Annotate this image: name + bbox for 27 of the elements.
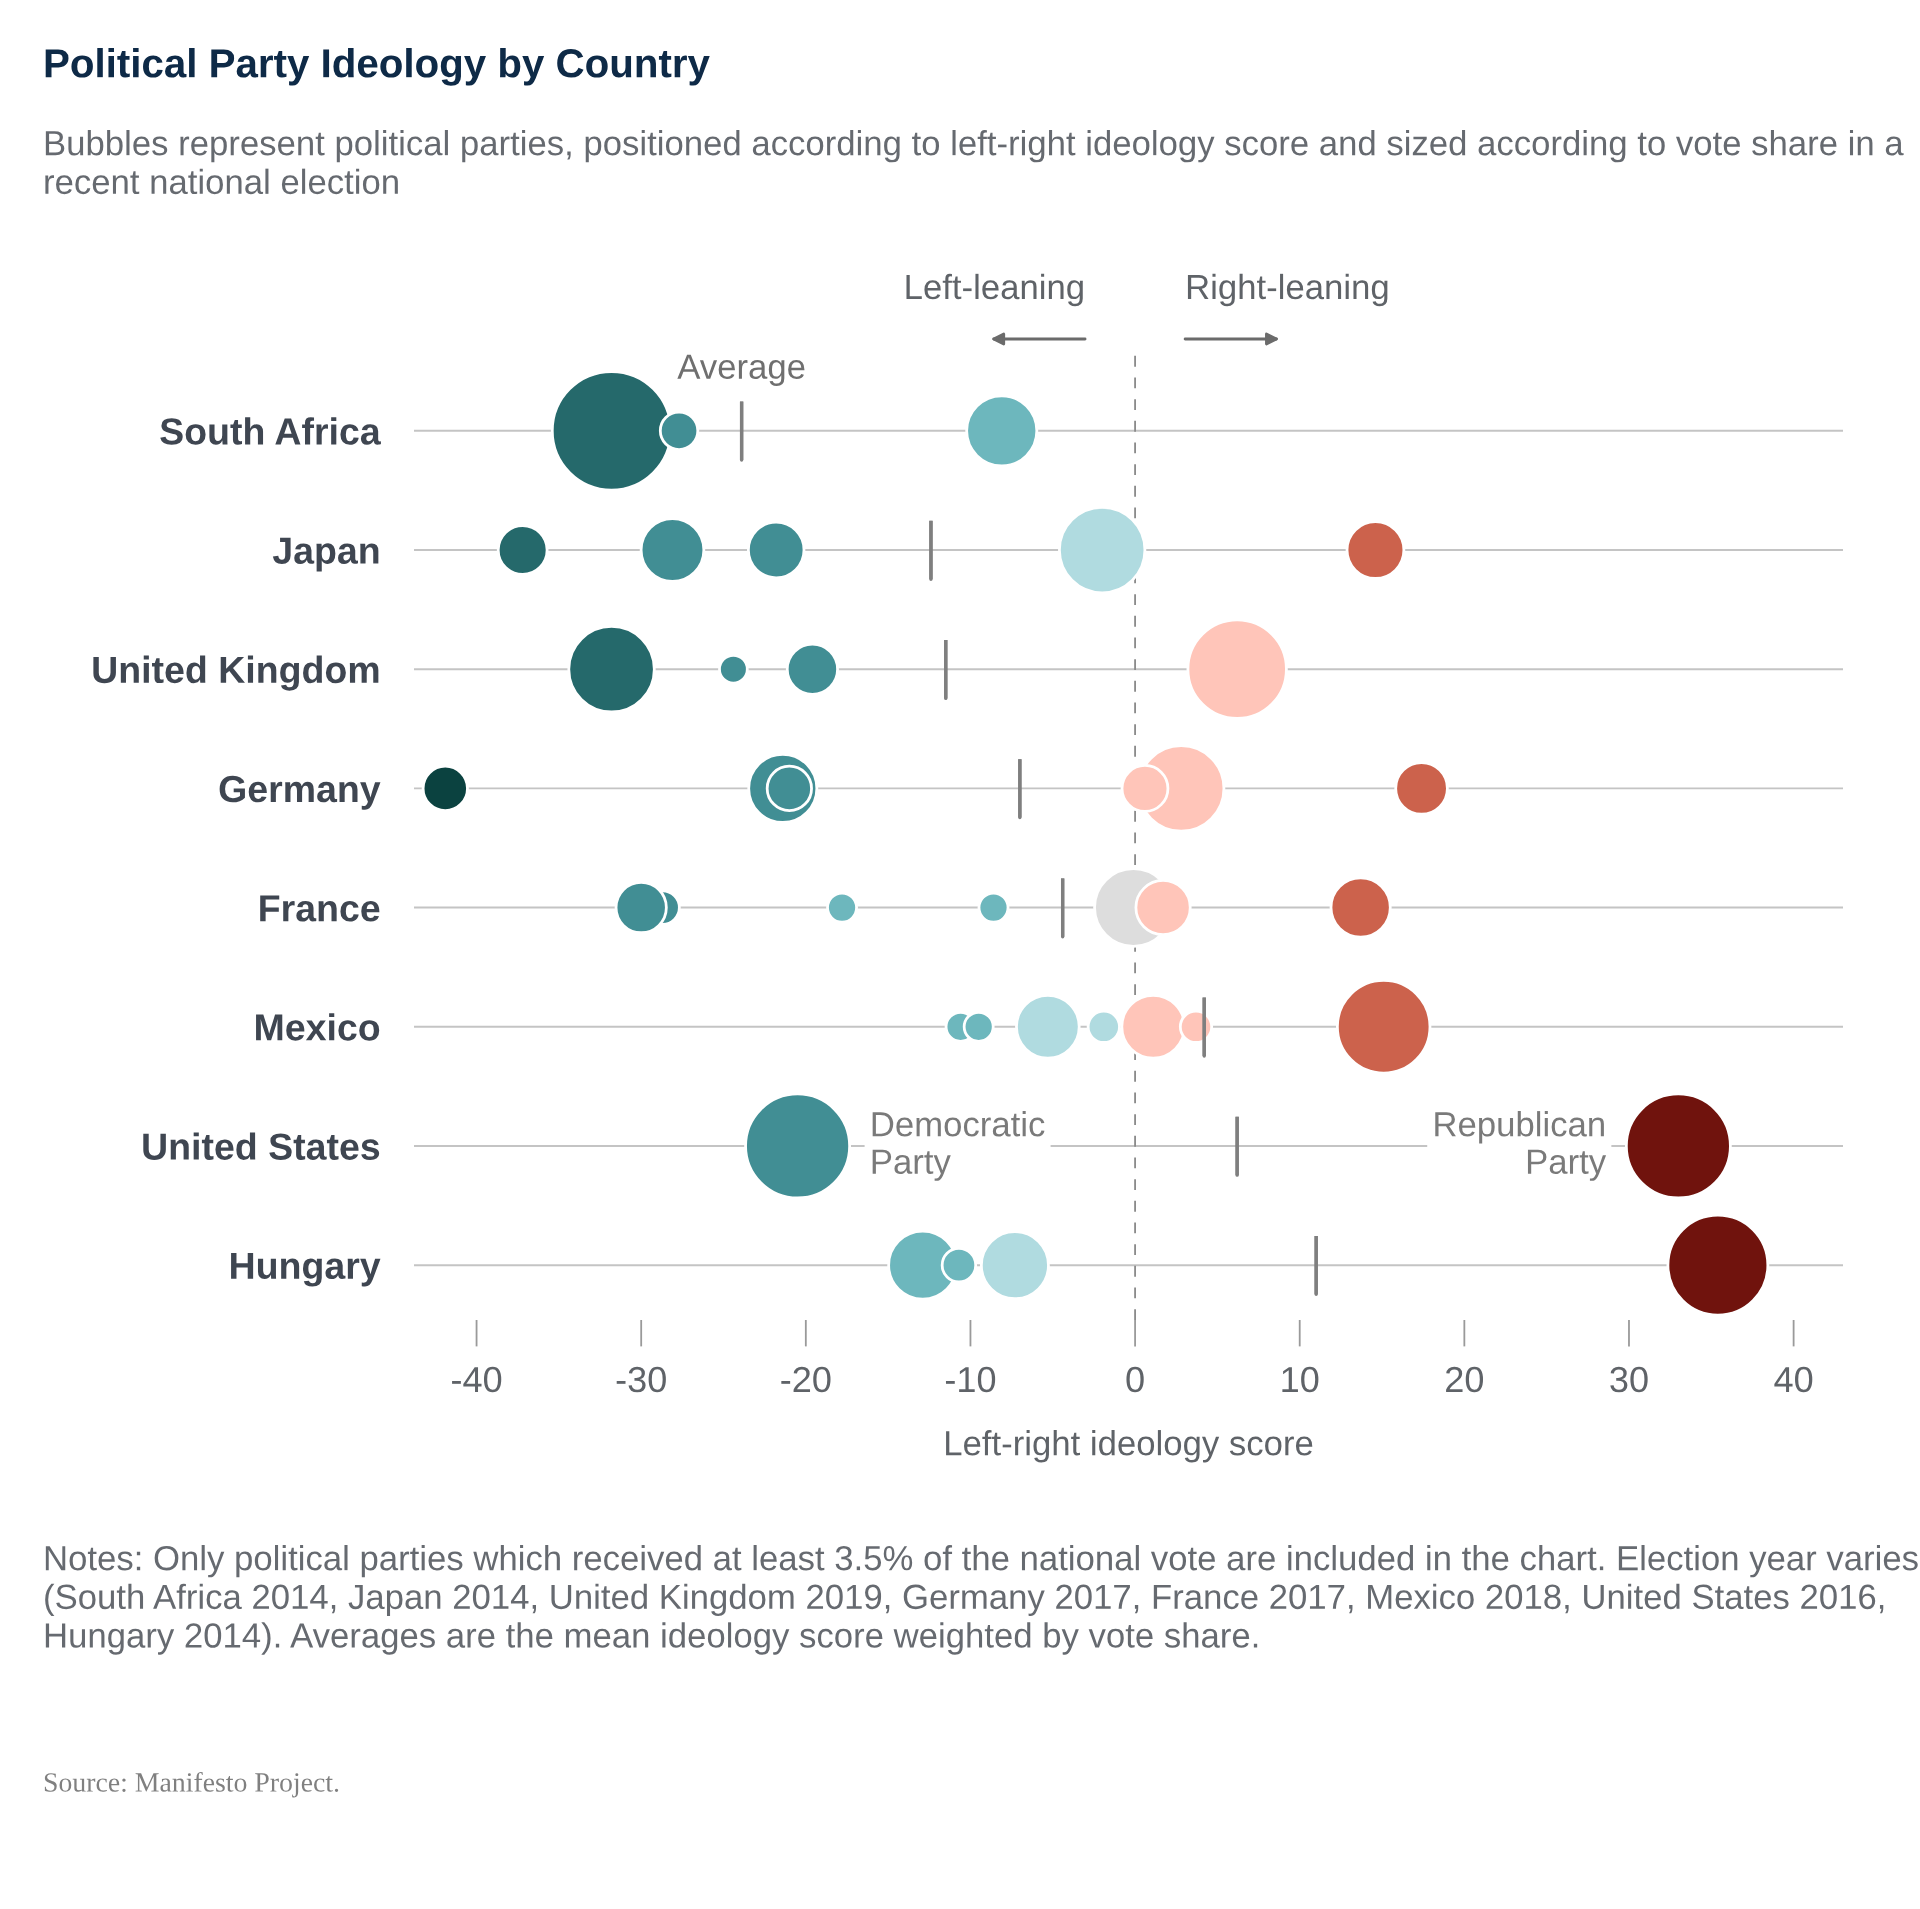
- y-tick-label: France: [260, 895, 380, 922]
- source-note: Source: Manifesto Project.: [44, 1772, 339, 1798]
- text: Left-leaning: [906, 273, 1083, 307]
- y-tick-label: United States: [143, 1132, 380, 1160]
- y-tick-label: Japan: [272, 537, 379, 572]
- y-tick-label: South Africa: [160, 417, 381, 445]
- x-tick-label: -30: [616, 1366, 666, 1393]
- y-tick-label: Mexico: [256, 1013, 380, 1041]
- x-tick-label: 40: [1774, 1366, 1813, 1393]
- y-tick-label: United Kingdom: [93, 655, 379, 691]
- chart-subtitle: Bubbles represent political parties, positioned according to left-right ideology score and sized according to vote share in a recent national election: [45, 130, 1904, 195]
- y-tick-label: Germany: [219, 775, 381, 810]
- y-tick-label: Hungary: [231, 1252, 381, 1287]
- text: Notes: Only political parties which received at least 3.5% of the national vote are included in the chart. Election year varies (South Africa 2014, Japan 2014, United Kingdom 2019, Germany 2017, France 2017, Mexico 2018, United States 2016, Hungary 2014). Averages are the mean ideology score weighted by vote share.: [45, 1545, 1918, 1655]
- series-label: Average: [677, 354, 805, 386]
- annotation: Democratic Party: [872, 1111, 1045, 1181]
- annotation: Republican Party: [1435, 1111, 1607, 1181]
- x-tick-label: 20: [1446, 1366, 1484, 1393]
- x-tick-label: 0: [1126, 1366, 1144, 1393]
- x-tick-label: 10: [1282, 1366, 1319, 1393]
- x-tick-label: -10: [945, 1366, 996, 1393]
- x-axis-title: Left-right ideology score: [946, 1430, 1313, 1463]
- x-tick-label: 30: [1610, 1366, 1648, 1393]
- x-tick-label: -20: [781, 1366, 831, 1393]
- text: Right-leaning: [1187, 273, 1388, 307]
- chart-title: Political Party Ideology by Country: [45, 48, 710, 86]
- x-tick-label: -40: [452, 1366, 502, 1393]
